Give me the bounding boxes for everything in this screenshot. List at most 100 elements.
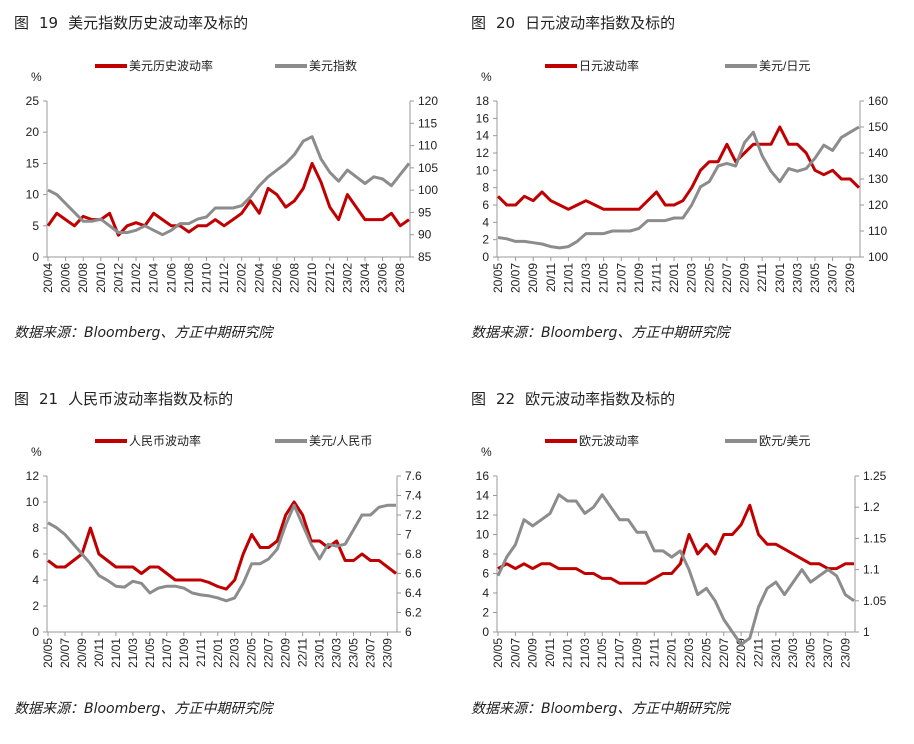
x-tick-label: 23/09 <box>381 638 395 668</box>
y2-tick-label: 1.15 <box>863 531 887 545</box>
y2-tick-label: 95 <box>418 205 432 219</box>
chart-panel-22: 图 22 欧元波动率指数及标的 0 2 4 6 8 10 12 14 16 1 1.05 1.1 1.15 1.… <box>457 376 914 744</box>
x-tick-label: 21/09 <box>632 263 646 293</box>
x-tick-label: 20/09 <box>526 638 540 668</box>
x-tick-label: 22/11 <box>296 638 310 667</box>
x-tick-label: 22/11 <box>755 263 769 292</box>
series-line-underlying <box>497 125 860 250</box>
y-tick-label: 12 <box>26 469 40 483</box>
y-tick-label: 16 <box>476 111 490 125</box>
x-tick-label: 21/10 <box>199 263 213 293</box>
y-tick-label: 5 <box>32 219 39 233</box>
y2-tick-label: 100 <box>868 250 888 264</box>
y2-tick-label: 7.2 <box>405 508 422 522</box>
x-tick-label: 23/03 <box>790 263 804 293</box>
y-tick-label: 10 <box>476 528 490 542</box>
x-tick-label: 21/05 <box>143 638 157 668</box>
y2-tick-label: 6.2 <box>405 606 422 620</box>
legend-label: 人民币波动率 <box>129 433 201 448</box>
y2-tick-label: 160 <box>868 94 888 108</box>
legend-label: 美元指数 <box>309 58 357 73</box>
x-tick-label: 22/01 <box>667 263 681 293</box>
x-tick-label: 22/08 <box>288 263 302 293</box>
y-tick-label: 8 <box>482 547 489 561</box>
x-tick-label: 20/07 <box>509 263 523 293</box>
figure-title: 图 22 欧元波动率指数及标的 <box>471 388 675 409</box>
y-tick-label: 4 <box>482 586 489 600</box>
y2-tick-label: 120 <box>868 198 888 212</box>
x-tick-label: 22/03 <box>685 263 699 293</box>
y2-tick-label: 150 <box>868 120 888 134</box>
y2-tick-label: 1.25 <box>863 469 887 483</box>
y-tick-label: 4 <box>32 573 39 587</box>
figure-title: 图 20 日元波动率指数及标的 <box>471 12 675 33</box>
legend-label: 美元/人民币 <box>309 434 372 448</box>
y2-tick-label: 85 <box>418 250 432 264</box>
figure-title: 图 21 人民币波动率指数及标的 <box>14 388 233 409</box>
figure-title: 图 19 美元指数历史波动率及标的 <box>14 12 248 33</box>
y-tick-label: 4 <box>482 215 489 229</box>
y-tick-label: 2 <box>482 233 489 247</box>
y2-tick-label: 110 <box>418 139 437 153</box>
y2-tick-label: 6 <box>405 625 412 639</box>
series-line-underlying <box>47 135 411 237</box>
y2-tick-label: 110 <box>868 224 887 238</box>
x-tick-label: 21/08 <box>182 263 196 293</box>
x-tick-label: 20/05 <box>491 638 505 668</box>
x-tick-label: 21/07 <box>613 638 627 668</box>
series-line-volatility <box>496 125 861 211</box>
legend-label: 欧元/美元 <box>759 434 810 448</box>
x-tick-label: 20/11 <box>543 638 557 667</box>
x-tick-label: 22/05 <box>702 263 716 293</box>
x-tick-label: 21/09 <box>630 638 644 668</box>
y-tick-label: 0 <box>482 250 489 264</box>
y-tick-label: 25 <box>26 94 40 108</box>
x-tick-label: 23/02 <box>340 263 354 293</box>
chart-panel-21: 图 21 人民币波动率指数及标的 0 2 4 6 8 10 12 6 6.2 6.4 6.6 6.8 7 7.2… <box>0 376 457 744</box>
source-note: 数据来源：Bloomberg、方正中期研究院 <box>471 701 730 717</box>
y-tick-label: 0 <box>482 625 489 639</box>
x-tick-label: 23/07 <box>826 263 840 293</box>
x-tick-label: 21/11 <box>649 263 663 292</box>
unit-label: % <box>31 70 42 84</box>
x-tick-label: 22/09 <box>279 638 293 668</box>
y-tick-label: 8 <box>32 521 39 535</box>
x-tick-label: 21/03 <box>578 638 592 668</box>
y2-tick-label: 6.8 <box>405 547 422 561</box>
series-line-volatility <box>497 503 854 585</box>
source-note: 数据来源：Bloomberg、方正中期研究院 <box>14 701 273 717</box>
y-tick-label: 12 <box>476 146 490 160</box>
y-tick-label: 10 <box>476 163 490 177</box>
x-tick-label: 22/07 <box>717 638 731 668</box>
y-tick-label: 0 <box>32 250 39 264</box>
y2-tick-label: 7.6 <box>405 469 422 483</box>
x-tick-label: 20/07 <box>508 638 522 668</box>
chart-panel-19: 图 19 美元指数历史波动率及标的 0 5 10 15 20 25 85 90 95 100 105 110… <box>0 0 457 368</box>
x-tick-label: 20/08 <box>76 263 90 293</box>
x-tick-label: 23/01 <box>313 638 327 668</box>
x-tick-label: 23/01 <box>769 638 783 668</box>
y-tick-label: 10 <box>26 495 40 509</box>
x-tick-label: 23/04 <box>358 263 372 293</box>
y-tick-label: 2 <box>482 606 489 620</box>
y2-tick-label: 1 <box>863 625 870 639</box>
x-tick-label: 22/07 <box>262 638 276 668</box>
x-tick-label: 20/09 <box>526 263 540 293</box>
y-tick-label: 18 <box>476 94 490 108</box>
x-tick-label: 20/10 <box>94 263 108 293</box>
x-tick-label: 22/04 <box>252 263 266 293</box>
y2-tick-label: 90 <box>418 228 432 242</box>
x-tick-label: 22/11 <box>751 638 765 667</box>
x-tick-label: 22/03 <box>228 638 242 668</box>
x-tick-label: 21/01 <box>561 263 575 293</box>
unit-label: % <box>481 70 492 84</box>
y-tick-label: 8 <box>482 181 489 195</box>
x-tick-label: 21/07 <box>614 263 628 293</box>
x-tick-label: 23/05 <box>808 263 822 293</box>
x-tick-label: 21/09 <box>177 638 191 668</box>
chart-title: 美元指数历史波动率及标的 <box>68 14 249 32</box>
x-tick-label: 23/07 <box>364 638 378 668</box>
x-tick-label: 23/08 <box>393 263 407 293</box>
chart-title: 日元波动率指数及标的 <box>525 14 676 32</box>
